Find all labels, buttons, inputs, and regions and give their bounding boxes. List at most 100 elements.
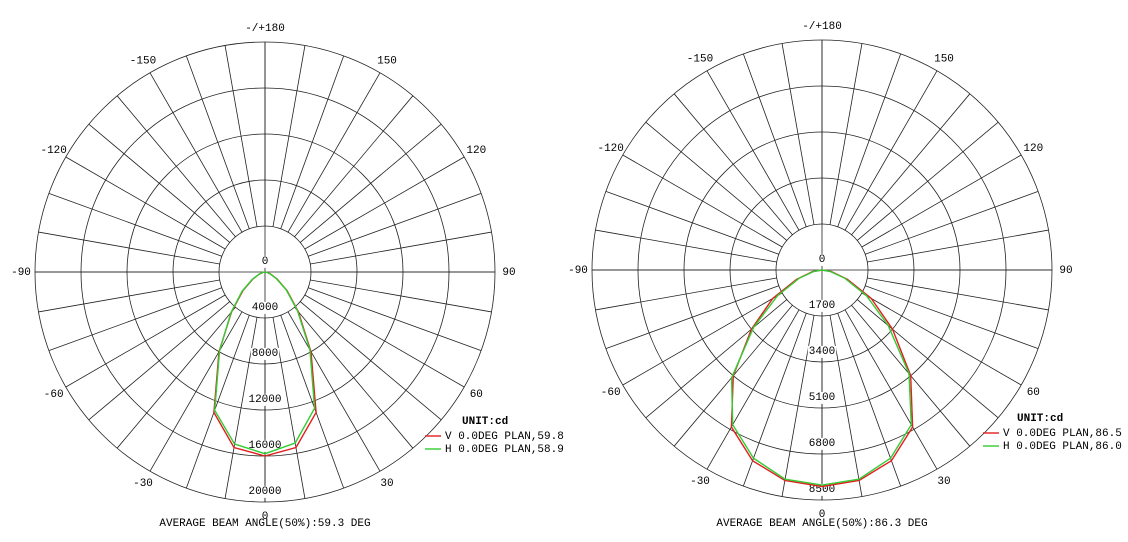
spoke	[781, 43, 815, 225]
spoke	[149, 311, 243, 472]
spoke	[294, 306, 414, 449]
series-line	[213, 271, 316, 455]
label-bg	[247, 393, 283, 406]
spoke	[865, 190, 1039, 255]
angle-label: 150	[934, 54, 954, 66]
radial-label: 8000	[252, 348, 278, 360]
spoke	[861, 154, 1022, 248]
angle-label: -30	[133, 478, 153, 490]
spoke	[310, 231, 492, 265]
radial-label: 3400	[809, 346, 835, 358]
angle-label: -150	[130, 56, 156, 68]
label-bg	[807, 391, 837, 404]
spoke	[829, 315, 863, 497]
angle-label: 120	[466, 145, 486, 157]
spoke	[224, 45, 258, 227]
angle-label: -/+180	[245, 23, 285, 35]
angle-label: 0	[262, 511, 269, 523]
angle-label: 0	[819, 509, 826, 521]
spoke	[622, 154, 783, 248]
spoke	[867, 277, 1049, 311]
angle-label: -30	[690, 476, 710, 488]
spoke	[116, 306, 236, 449]
label-bg	[807, 299, 837, 312]
spoke	[224, 317, 258, 499]
legend-label: H 0.0DEG PLAN,58.9	[445, 444, 564, 456]
angle-label: -60	[601, 387, 621, 399]
spoke	[861, 292, 1022, 386]
label-bg	[247, 439, 283, 452]
spoke	[308, 287, 482, 352]
spoke	[48, 192, 222, 257]
spoke	[299, 301, 442, 421]
spoke	[844, 309, 938, 470]
spoke	[605, 190, 779, 255]
angle-label: -90	[568, 265, 588, 277]
spoke	[48, 287, 222, 352]
footer: AVERAGE BEAM ANGLE(50%):59.3 DEG	[159, 518, 370, 530]
spoke	[837, 53, 902, 227]
legend-label: H 0.0DEG PLAN,86.0	[1003, 441, 1122, 453]
spoke	[38, 279, 220, 313]
angle-label: 90	[1059, 265, 1072, 277]
spoke	[149, 72, 243, 233]
spoke	[867, 229, 1049, 263]
legend-label: V 0.0DEG PLAN,59.8	[445, 431, 564, 443]
radial-label: 12000	[248, 394, 281, 406]
spoke	[304, 294, 465, 388]
spoke	[65, 156, 226, 250]
spoke	[622, 292, 783, 386]
label-bg	[247, 485, 283, 498]
label-bg	[807, 345, 837, 358]
radial-label: 4000	[252, 302, 278, 314]
angle-label: 60	[1027, 387, 1040, 399]
spoke	[742, 313, 807, 487]
angle-label: -120	[597, 143, 623, 155]
spoke	[837, 313, 902, 487]
spoke	[185, 315, 250, 489]
spoke	[856, 299, 999, 419]
radial-label: 16000	[248, 440, 281, 452]
radial-label: 0	[262, 256, 269, 268]
radial-label: 8500	[809, 484, 835, 496]
spoke	[706, 70, 800, 231]
label-bg	[817, 253, 827, 266]
unit-label: UNIT:cd	[1017, 413, 1063, 425]
label-bg	[250, 301, 280, 314]
angle-label: 30	[380, 478, 393, 490]
angle-label: 60	[470, 389, 483, 401]
spoke	[645, 121, 788, 241]
angle-label: 90	[502, 267, 515, 279]
spoke	[88, 301, 231, 421]
series-line	[730, 269, 914, 488]
radial-label: 0	[819, 254, 826, 266]
spoke	[308, 192, 482, 257]
spoke	[287, 72, 381, 233]
label-bg	[260, 255, 270, 268]
spoke	[781, 315, 815, 497]
legend-label: V 0.0DEG PLAN,86.5	[1003, 428, 1122, 440]
spoke	[595, 277, 777, 311]
radial-label: 20000	[248, 486, 281, 498]
spoke	[304, 156, 465, 250]
angle-label: -/+180	[802, 21, 842, 33]
radial-label: 6800	[809, 438, 835, 450]
spoke	[856, 121, 999, 241]
spoke	[272, 317, 306, 499]
spoke	[829, 43, 863, 225]
spoke	[706, 309, 800, 470]
spoke	[595, 229, 777, 263]
spoke	[185, 55, 250, 229]
footer: AVERAGE BEAM ANGLE(50%):86.3 DEG	[716, 518, 927, 530]
spoke	[605, 285, 779, 350]
spoke	[310, 279, 492, 313]
spoke	[844, 70, 938, 231]
spoke	[299, 123, 442, 243]
label-bg	[807, 437, 837, 450]
spoke	[851, 93, 971, 236]
spoke	[280, 315, 345, 489]
radial-label: 1700	[809, 300, 835, 312]
angle-label: -150	[687, 54, 713, 66]
